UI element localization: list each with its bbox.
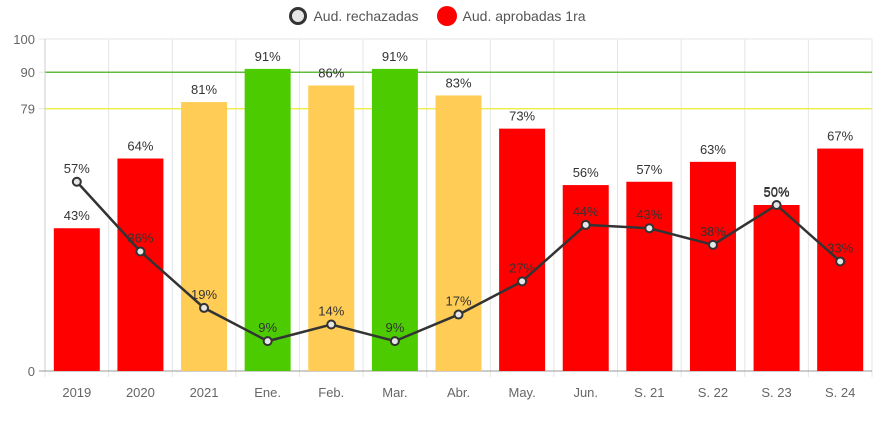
line-point — [453, 309, 464, 320]
legend: Aud. rechazadas Aud. aprobadas 1ra — [0, 6, 875, 26]
line-data-label: 9% — [385, 320, 404, 335]
x-tick-label: S. 23 — [761, 385, 791, 400]
line-point — [262, 336, 273, 347]
line-point — [517, 276, 528, 287]
bar-data-label: 57% — [636, 162, 662, 177]
bar — [626, 181, 673, 371]
line-data-label: 57% — [64, 161, 90, 176]
line-point — [135, 246, 146, 257]
line-data-label: 9% — [258, 320, 277, 335]
line-data-label: 36% — [127, 230, 153, 245]
line-point — [580, 219, 591, 230]
line-point — [71, 176, 82, 187]
line-point — [326, 319, 337, 330]
x-tick-label: Mar. — [382, 385, 407, 400]
x-tick-label: May. — [509, 385, 536, 400]
bar-data-label: 91% — [255, 49, 281, 64]
bar — [435, 95, 482, 371]
line-point — [707, 239, 718, 250]
bar — [499, 128, 546, 371]
bar-data-label: 83% — [445, 75, 471, 90]
bar — [53, 228, 100, 371]
legend-item-aprobadas[interactable]: Aud. aprobadas 1ra — [436, 6, 586, 26]
bar — [371, 68, 418, 371]
line-point — [199, 302, 210, 313]
y-tick-label: 100 — [13, 32, 35, 47]
line-point — [835, 256, 846, 267]
bar — [689, 161, 736, 371]
line-point — [389, 336, 400, 347]
bar — [562, 185, 609, 371]
line-data-label: 50% — [764, 184, 790, 199]
bar-data-label: 86% — [318, 65, 344, 80]
legend-label-rechazadas: Aud. rechazadas — [313, 8, 419, 24]
bar-data-label: 56% — [573, 165, 599, 180]
bar-data-label: 73% — [509, 109, 535, 124]
x-tick-label: 2021 — [190, 385, 219, 400]
line-data-label: 19% — [191, 287, 217, 302]
x-tick-label: 2020 — [126, 385, 155, 400]
bar-data-label: 91% — [382, 49, 408, 64]
line-point — [771, 200, 782, 210]
x-tick-label: S. 21 — [634, 385, 664, 400]
y-tick-label: 79 — [21, 102, 35, 117]
x-tick-label: 2019 — [62, 385, 91, 400]
x-tick-label: S. 24 — [825, 385, 855, 400]
bar — [181, 102, 228, 371]
legend-label-aprobadas: Aud. aprobadas 1ra — [462, 8, 586, 24]
y-tick-label: 0 — [28, 364, 35, 379]
line-data-label: 17% — [445, 294, 471, 309]
x-tick-label: Jun. — [573, 385, 598, 400]
x-tick-label: Feb. — [318, 385, 344, 400]
line-data-label: 44% — [573, 204, 599, 219]
bar-data-label: 63% — [700, 142, 726, 157]
line-data-label: 43% — [636, 207, 662, 222]
bar — [753, 205, 800, 371]
line-data-label: 33% — [827, 240, 853, 255]
bar-data-label: 64% — [127, 139, 153, 154]
bar-data-label: 67% — [827, 129, 853, 144]
x-tick-label: Abr. — [447, 385, 470, 400]
line-data-label: 38% — [700, 224, 726, 239]
bar — [244, 68, 291, 371]
y-tick-label: 90 — [21, 65, 35, 80]
line-data-label: 14% — [318, 304, 344, 319]
bar-data-label: 43% — [64, 208, 90, 223]
bar-data-label: 50% — [764, 185, 790, 200]
bar-data-label: 81% — [191, 82, 217, 97]
line-data-label: 27% — [509, 260, 535, 275]
line-point — [644, 223, 655, 234]
legend-dot-icon — [436, 6, 457, 26]
x-tick-label: Ene. — [254, 385, 281, 400]
legend-circle-icon — [289, 7, 308, 25]
legend-item-rechazadas[interactable]: Aud. rechazadas — [289, 6, 419, 26]
x-tick-label: S. 22 — [698, 385, 728, 400]
